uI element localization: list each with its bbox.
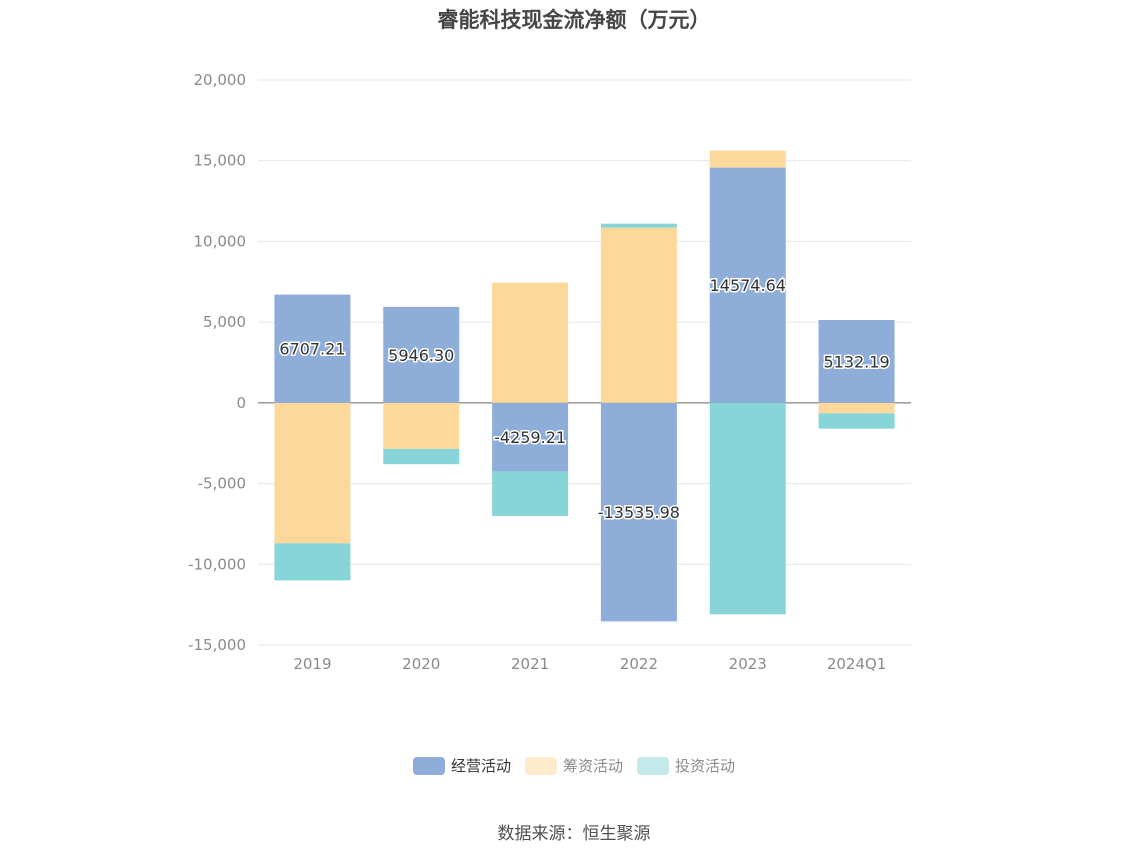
data-label: -4259.21 [494,428,566,447]
bar-financing [383,402,460,449]
y-tick-label: 5,000 [203,313,246,331]
data-label: 5132.19 [823,352,889,371]
bar-financing [492,282,569,403]
data-label: 5946.30 [388,346,454,365]
y-tick-label: -5,000 [198,475,246,493]
bar-investing [492,471,569,517]
legend-swatch [524,756,557,775]
y-tick-label: 15,000 [194,152,247,170]
x-tick-label: 2022 [620,655,658,673]
legend-swatch [412,756,445,775]
source-note: 数据来源：恒生聚源 [497,824,651,844]
bar-financing [274,402,351,544]
legend-swatch [637,756,669,775]
bar-operating [818,320,895,403]
data-label: 6707.21 [279,340,345,359]
bar-operating [492,402,569,472]
bar-financing [818,402,895,414]
bar-investing [709,402,786,615]
x-tick-label: 2020 [402,655,440,673]
y-tick-label: 20,000 [194,71,247,89]
bar-investing [600,223,677,228]
bar-operating [709,167,786,403]
legend: 经营活动 筹资活动 投资活动 [0,755,1148,776]
y-tick-label: -10,000 [188,555,246,573]
chart-title: 睿能科技现金流净额（万元） [437,8,711,32]
y-tick-label: 0 [236,394,246,412]
x-tick-label: 2023 [729,655,767,673]
bar-operating [274,294,351,403]
data-label: -13535.98 [598,503,680,522]
legend-financing[interactable]: 筹资活动 [524,755,623,776]
data-label: 14574.64 [710,276,786,295]
bar-financing [709,150,786,168]
bar-investing [383,448,460,465]
legend-label: 投资活动 [675,757,736,775]
bar-operating [600,402,677,622]
x-tick-label: 2021 [511,655,549,673]
bar-investing [818,413,895,429]
bar-investing [274,543,351,581]
bar-operating [383,306,460,403]
legend-label: 筹资活动 [562,757,623,775]
y-tick-label: 10,000 [194,232,247,250]
x-tick-label: 2019 [293,655,331,673]
legend-investing[interactable]: 投资活动 [637,755,735,776]
legend-label: 经营活动 [450,757,511,775]
x-tick-label: 2024Q1 [827,655,887,673]
bar-financing [600,227,677,403]
legend-operating[interactable]: 经营活动 [412,755,511,776]
y-tick-label: -15,000 [188,636,246,654]
